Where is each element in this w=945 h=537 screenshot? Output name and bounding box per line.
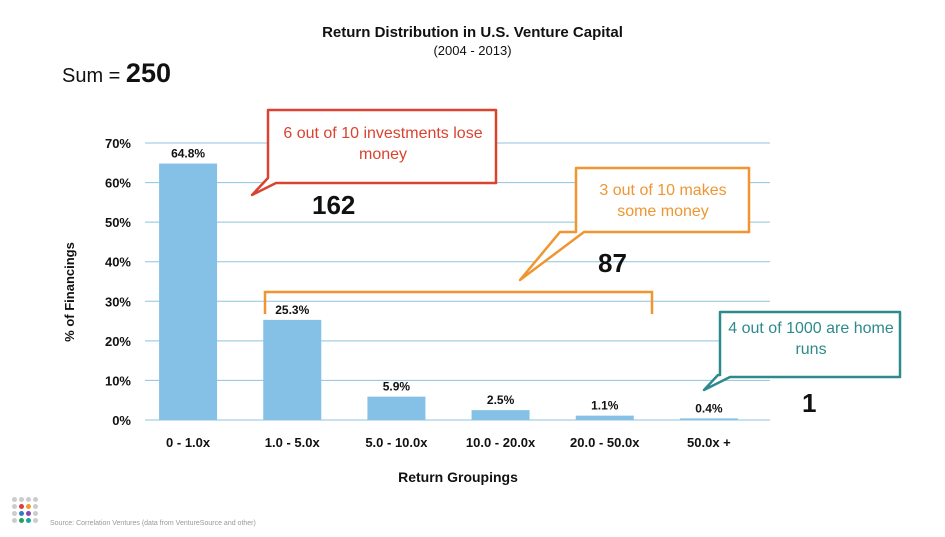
data-label: 5.9% — [383, 380, 411, 394]
bracket-some-money — [263, 290, 654, 314]
x-tick-label: 20.0 - 50.0x — [570, 435, 640, 450]
callout-home-runs: 4 out of 1000 are home runs — [728, 320, 894, 358]
y-tick-label: 0% — [112, 413, 131, 428]
x-tick-label: 1.0 - 5.0x — [265, 435, 321, 450]
x-axis-label: Return Groupings — [398, 469, 518, 485]
y-tick-label: 10% — [105, 373, 131, 388]
bar — [263, 319, 322, 420]
bar — [471, 410, 530, 420]
correlation-logo-icon — [12, 497, 42, 527]
sum-annotation: Sum = 250 — [62, 58, 171, 89]
x-tick-label: 50.0x + — [687, 435, 731, 450]
callout-box-home — [702, 310, 902, 392]
y-tick-label: 70% — [105, 136, 131, 151]
bar — [679, 418, 738, 420]
callout-box-lose — [250, 108, 498, 197]
data-label: 0.4% — [695, 401, 723, 415]
chart-title: Return Distribution in U.S. Venture Capi… — [322, 24, 623, 41]
y-tick-label: 50% — [105, 215, 131, 230]
bar — [159, 163, 218, 420]
x-tick-label: 10.0 - 20.0x — [466, 435, 536, 450]
bar — [575, 415, 634, 420]
y-tick-label: 60% — [105, 176, 131, 191]
data-label: 64.8% — [171, 147, 205, 161]
callout-box-some — [518, 166, 751, 282]
bar — [367, 396, 426, 420]
y-tick-label: 20% — [105, 334, 131, 349]
callout-some-money: 3 out of 10 makes some money — [599, 182, 727, 220]
count-home: 1 — [802, 388, 817, 418]
y-tick-label: 30% — [105, 294, 131, 309]
count-some: 87 — [598, 248, 627, 278]
sum-label: Sum = — [62, 65, 121, 87]
chart-subtitle: (2004 - 2013) — [433, 43, 512, 58]
y-axis-label: % of Financings — [62, 242, 77, 342]
y-tick-label: 40% — [105, 255, 131, 270]
data-label: 25.3% — [275, 303, 309, 317]
data-label: 2.5% — [487, 393, 515, 407]
x-tick-label: 0 - 1.0x — [166, 435, 211, 450]
source-note: Source: Correlation Ventures (data from … — [50, 520, 256, 527]
x-tick-label: 5.0 - 10.0x — [365, 435, 428, 450]
count-lose: 162 — [312, 190, 356, 220]
callout-lose-money: 6 out of 10 investments lose money — [283, 125, 483, 163]
data-label: 1.1% — [591, 399, 619, 413]
sum-value: 250 — [125, 58, 171, 88]
